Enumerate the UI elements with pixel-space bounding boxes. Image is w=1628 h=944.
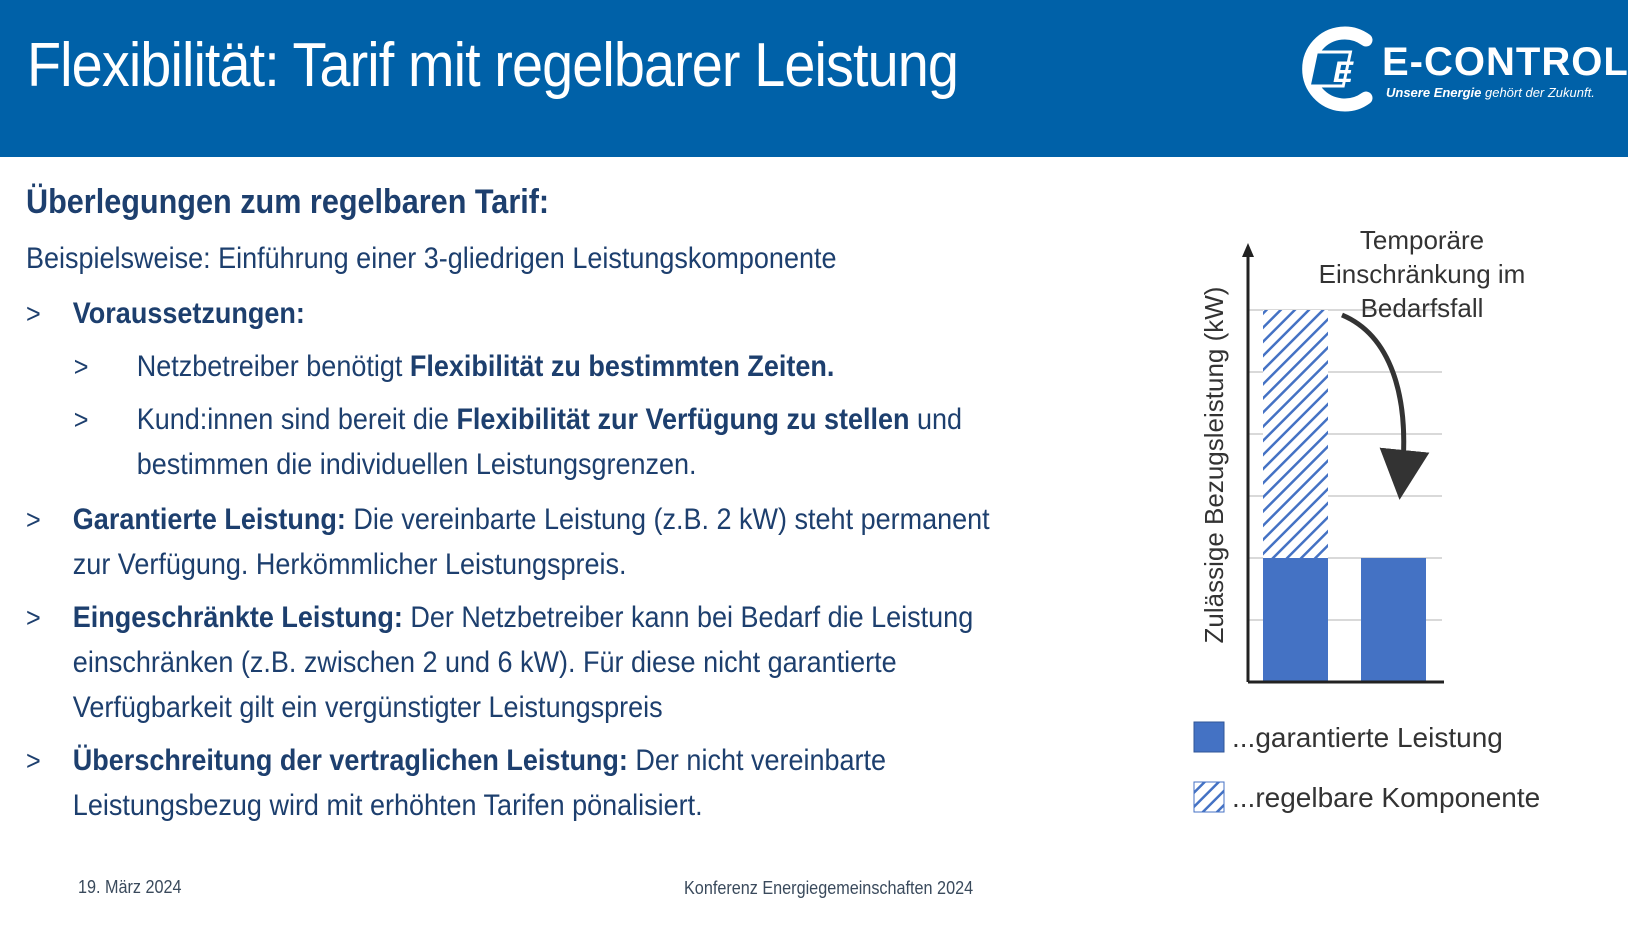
annotation-line-3: Bedarfsfall [1361, 293, 1484, 323]
page-title: Flexibilität: Tarif mit regelbarer Leist… [27, 31, 959, 100]
header-bar: Flexibilität: Tarif mit regelbarer Leist… [0, 0, 1628, 157]
bar-regelbar-0 [1263, 310, 1328, 558]
annotation-line-1: Temporäre [1360, 225, 1484, 255]
subbullet-kundinnen: > Kund:innen sind bereit die Flexibilitä… [26, 397, 1136, 487]
chart-svg: Zulässige Bezugsleistung (kW) Temporäre … [1193, 225, 1540, 813]
y-axis-arrow [1242, 243, 1254, 257]
subbullet-netzbetreiber: > Netzbetreiber benötigt Flexibilität zu… [26, 344, 1136, 389]
logo-c-icon: E [1302, 26, 1373, 112]
legend-label-garantierte: ...garantierte Leistung [1232, 722, 1503, 753]
bullet-voraussetzungen: > Voraussetzungen: [26, 291, 1072, 336]
legend-swatch-hatched [1193, 781, 1225, 813]
legend-label-regelbar: ...regelbare Komponente [1232, 782, 1540, 813]
main-content: Überlegungen zum regelbaren Tarif: Beisp… [26, 183, 1006, 828]
logo-tagline: Unsere Energie gehört der Zukunft. [1386, 85, 1595, 100]
footer-date: 19. März 2024 [78, 877, 182, 897]
logo-name: E-CONTROL [1382, 40, 1628, 84]
footer-conference: Konferenz Energiegemeinschaften 2024 [684, 878, 974, 898]
bullet-eingeschraenkte-leistung: > Eingeschränkte Leistung: Der Netzbetre… [26, 595, 1072, 730]
bullet-marker: > [26, 298, 41, 329]
bullet-marker: > [26, 504, 41, 535]
bar-garantiert-1 [1361, 558, 1426, 682]
bullet-ueberschreitung: > Überschreitung der vertraglichen Leist… [26, 738, 1072, 828]
annotation-line-2: Einschränkung im [1319, 259, 1526, 289]
tariff-chart: Zulässige Bezugsleistung (kW) Temporäre … [1180, 225, 1620, 825]
y-axis-label: Zulässige Bezugsleistung (kW) [1199, 287, 1229, 644]
e-control-logo: E E-CONTROL Unsere Energie gehört der Zu… [1296, 26, 1628, 112]
intro-text: Beispielsweise: Einführung einer 3-glied… [26, 242, 837, 275]
bar-garantiert-0 [1263, 558, 1328, 682]
chart-bars [1263, 310, 1426, 682]
bullet-garantierte-leistung: > Garantierte Leistung: Die vereinbarte … [26, 497, 1072, 587]
restriction-arrow [1341, 312, 1430, 500]
bullet-marker: > [26, 602, 41, 633]
section-heading: Überlegungen zum regelbaren Tarif: [26, 183, 550, 221]
bullet-marker: > [73, 351, 89, 382]
bullet-marker: > [26, 745, 41, 776]
bullet-marker: > [73, 404, 89, 435]
svg-text:E: E [1333, 56, 1354, 89]
legend-swatch-solid [1193, 721, 1225, 753]
